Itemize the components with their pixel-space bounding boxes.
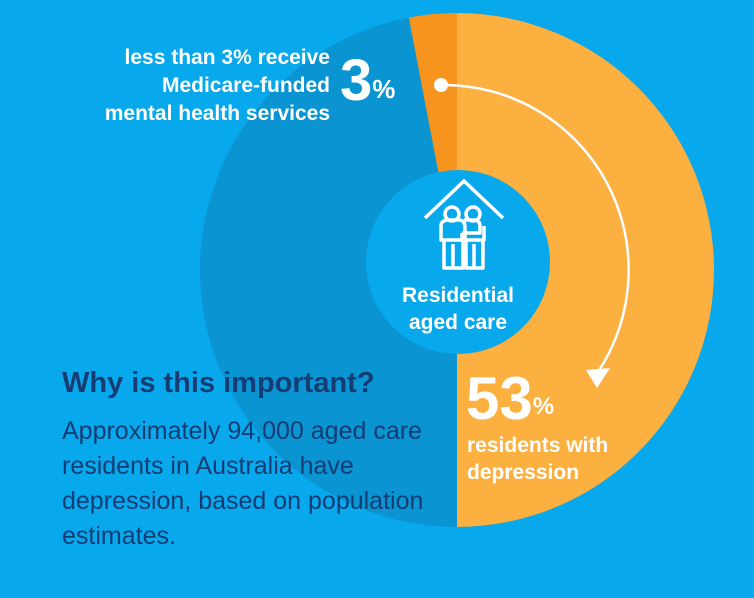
house-people-icon [423,179,505,270]
percent-sign: % [532,393,555,420]
medicare-label-line: less than 3% receive [124,46,330,69]
depression-label-line: depression [467,461,580,484]
center-label: Residential aged care [366,282,550,336]
medicare-label-line: Medicare-funded [161,74,330,97]
body-text: Approximately 94,000 aged care residents… [62,417,424,550]
depression-value: 53 [466,365,533,432]
center-label-line: aged care [408,311,508,334]
inner-circle [366,170,550,354]
heading: Why is this important? [62,367,375,399]
arrow-arc-icon [434,78,630,388]
medicare-label: less than 3% receive Medicare-funded men… [105,44,330,128]
medicare-percent: 3% [340,46,395,116]
percent-sign: % [372,74,396,104]
depression-label-line: residents with [467,434,609,457]
depression-label: residents with depression [467,432,608,486]
medicare-label-line: mental health services [104,102,330,125]
medicare-value: 3 [340,48,373,113]
center-label-line: Residential [401,284,515,307]
slice-53-depression [457,13,714,527]
depression-percent: 53% [466,364,554,434]
